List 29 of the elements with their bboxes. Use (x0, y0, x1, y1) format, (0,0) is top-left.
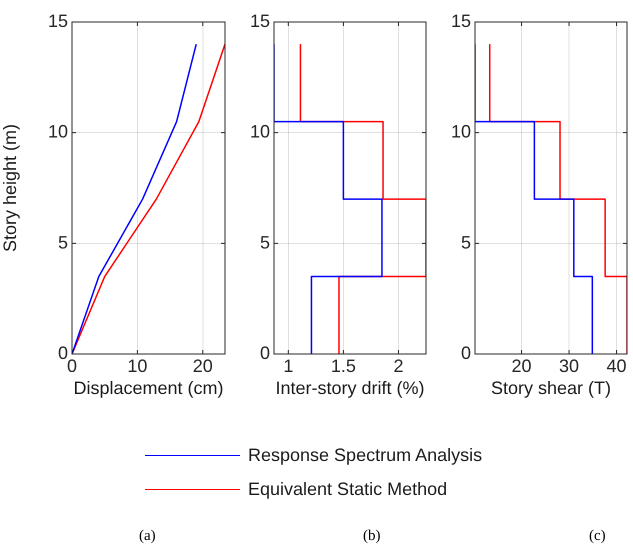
y-tick-label: 0 (460, 342, 471, 363)
y-tick-label: 0 (260, 342, 270, 363)
x-tick-label: 30 (559, 356, 580, 376)
x-tick-label: 10 (127, 356, 148, 376)
x-tick-label: 2 (393, 356, 404, 376)
y-tick-label: 5 (58, 232, 68, 252)
text: (c) (589, 528, 606, 545)
y-tick-label: 15 (250, 10, 270, 31)
text: (b) (363, 528, 380, 545)
y-tick-label: 5 (260, 232, 270, 252)
x-tick-label: 20 (512, 356, 532, 376)
y-tick-label: 10 (450, 122, 471, 142)
x-tick-label: 1.5 (330, 356, 356, 376)
text: Response Spectrum Analysis (248, 444, 482, 466)
x-axis-title: Story shear (T) (490, 378, 612, 398)
x-axis-title: Inter-story drift (%) (275, 378, 425, 398)
y-tick-label: 10 (48, 122, 68, 142)
text: (a) (139, 528, 156, 545)
x-tick-label: 20 (192, 356, 213, 376)
x-axis-title: Displacement (cm) (73, 378, 224, 398)
y-tick-label: 0 (58, 342, 68, 363)
y-axis-title: Story height (m) (0, 124, 20, 252)
y-tick-label: 10 (250, 122, 270, 142)
x-tick-label: 40 (606, 356, 627, 376)
y-tick-label: 15 (450, 10, 471, 31)
x-tick-label: 1 (283, 356, 294, 376)
y-tick-label: 15 (48, 10, 68, 31)
y-tick-label: 5 (460, 232, 471, 252)
text: Equivalent Static Method (248, 478, 448, 500)
